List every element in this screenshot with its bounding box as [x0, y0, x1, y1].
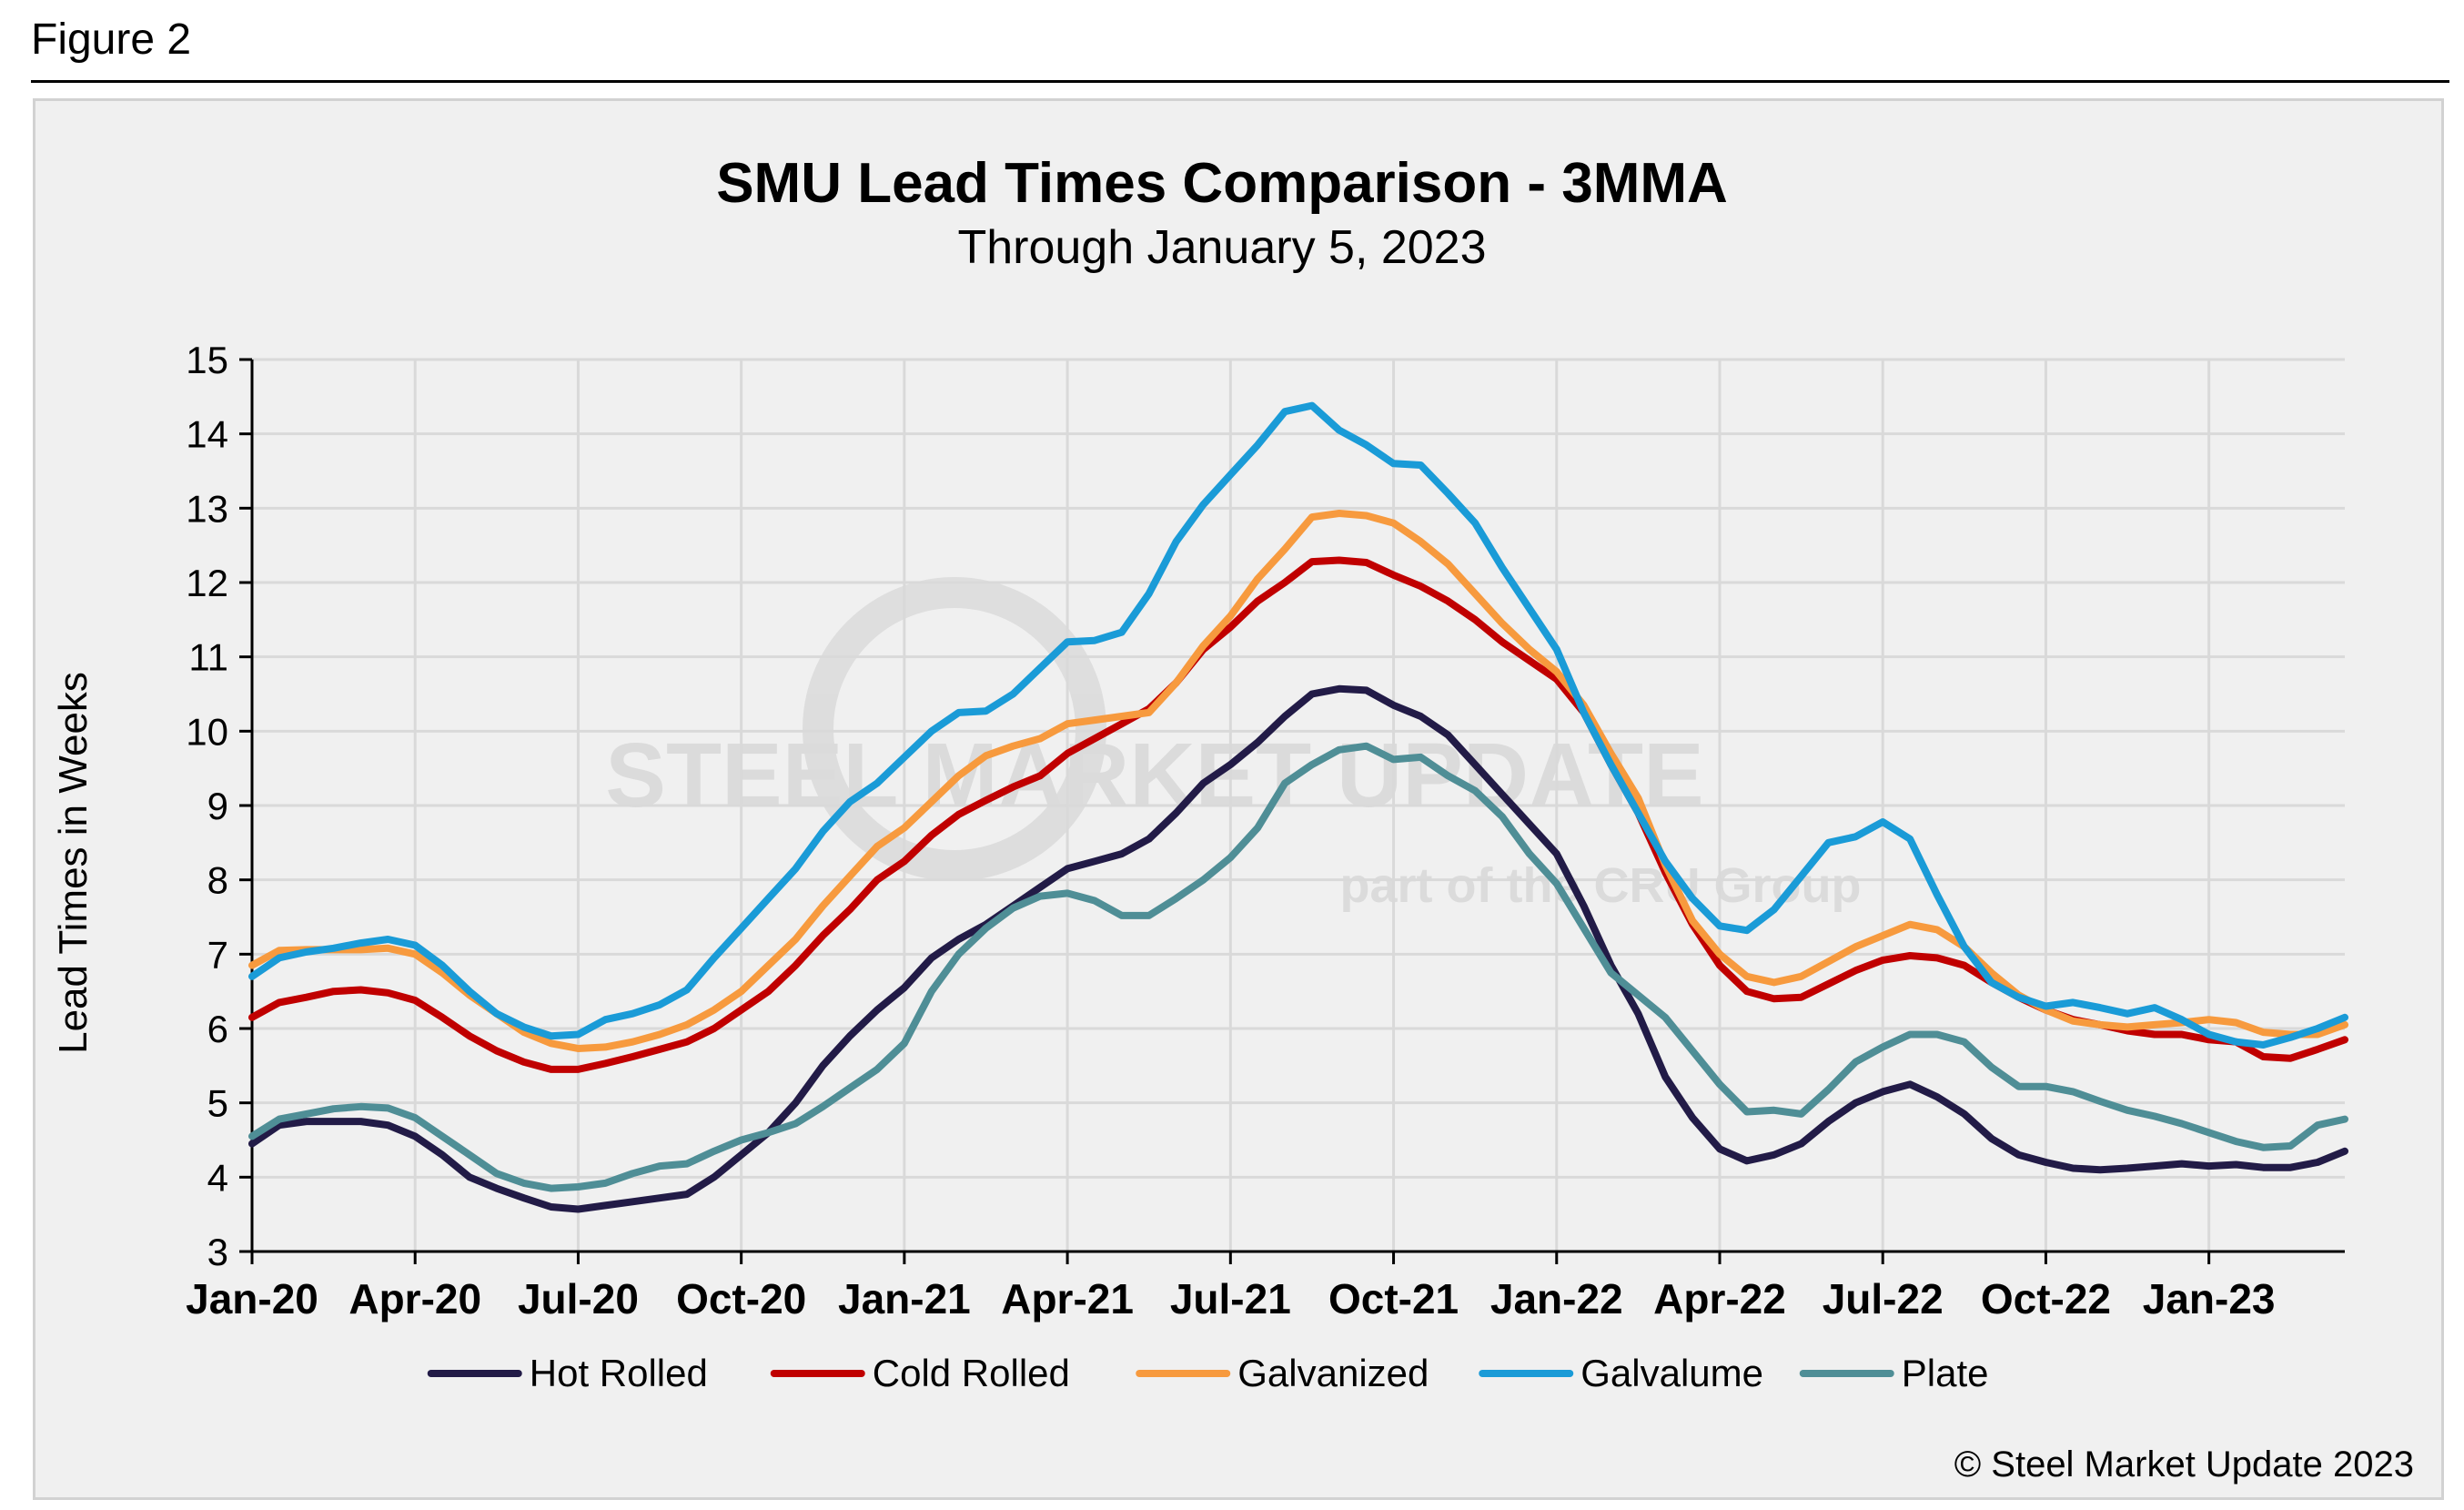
watermark-brand: STEEL MARKET UPDATE [605, 725, 1703, 826]
y-tick-label: 9 [207, 785, 228, 827]
series-line-plate [248, 742, 2348, 1192]
y-tick-label: 10 [186, 710, 228, 753]
y-tick-label: 14 [186, 413, 228, 456]
watermark-tagline: part of the CRU Group [1340, 858, 1862, 913]
y-tick-label: 6 [207, 1008, 228, 1050]
series-line-galvalume [248, 401, 2348, 1049]
legend-label-galvalume: Galvalume [1580, 1352, 1763, 1394]
x-tick-label: Jan-22 [1490, 1275, 1623, 1323]
x-tick-label: Oct-22 [1981, 1275, 2111, 1323]
x-tick-label: Oct-20 [676, 1275, 806, 1323]
y-tick-label: 11 [188, 636, 228, 679]
x-axis-ticks: Jan-20 Apr-20 Jul-20 Oct-20 Jan-21 Apr-21 Jul-… [186, 1275, 2275, 1323]
chart-gridlines [252, 358, 2345, 1252]
figure-divider [31, 80, 2449, 83]
chart-title: SMU Lead Times Comparison - 3MMA [716, 152, 1728, 215]
series-line-galvanized [248, 510, 2348, 1052]
chart-subtitle: Through January 5, 2023 [957, 221, 1486, 274]
chart-axes [239, 358, 2345, 1264]
x-tick-label: Apr-22 [1653, 1275, 1786, 1323]
x-tick-label: Jan-23 [2143, 1275, 2276, 1323]
y-tick-label: 8 [207, 859, 228, 902]
y-tick-label: 13 [186, 487, 228, 530]
series-line-hot-rolled [248, 684, 2348, 1213]
y-tick-label: 15 [186, 339, 228, 381]
copyright-note: © Steel Market Update 2023 [1954, 1444, 2414, 1485]
x-tick-label: Apr-21 [1001, 1275, 1134, 1323]
legend-label-galvanized: Galvanized [1237, 1352, 1429, 1394]
chart-legend: Hot Rolled Cold Rolled Galvanized Galvalume… [427, 1352, 1989, 1394]
y-tick-label: 12 [186, 562, 228, 604]
y-tick-label: 7 [207, 933, 228, 976]
y-tick-label: 4 [207, 1156, 228, 1199]
legend-label-plate: Plate [1902, 1352, 1989, 1394]
watermark-ring-icon [803, 577, 1106, 881]
legend-label-hot-rolled: Hot Rolled [530, 1352, 708, 1394]
x-tick-label: Jul-21 [1170, 1275, 1291, 1323]
legend-label-cold-rolled: Cold Rolled [873, 1352, 1070, 1394]
chart-frame: STEEL MARKET UPDATE part of the CRU Grou… [33, 98, 2444, 1500]
y-tick-label: 3 [207, 1231, 228, 1273]
x-tick-label: Jul-22 [1823, 1275, 1944, 1323]
watermark-logo: STEEL MARKET UPDATE part of the CRU Grou… [605, 577, 1862, 913]
chart-series [248, 401, 2348, 1213]
x-tick-label: Jan-20 [186, 1275, 318, 1323]
x-tick-label: Apr-20 [348, 1275, 481, 1323]
x-tick-label: Jan-21 [838, 1275, 971, 1323]
y-axis-ticks: 3 4 5 6 7 8 9 10 11 12 13 14 15 [186, 339, 228, 1273]
x-tick-label: Oct-21 [1328, 1275, 1459, 1323]
y-axis-title: Lead Times in Weeks [51, 672, 96, 1054]
x-tick-label: Jul-20 [518, 1275, 639, 1323]
y-tick-label: 5 [207, 1082, 228, 1125]
figure-label: Figure 2 [31, 15, 192, 64]
line-chart: STEEL MARKET UPDATE part of the CRU Grou… [51, 152, 2414, 1485]
